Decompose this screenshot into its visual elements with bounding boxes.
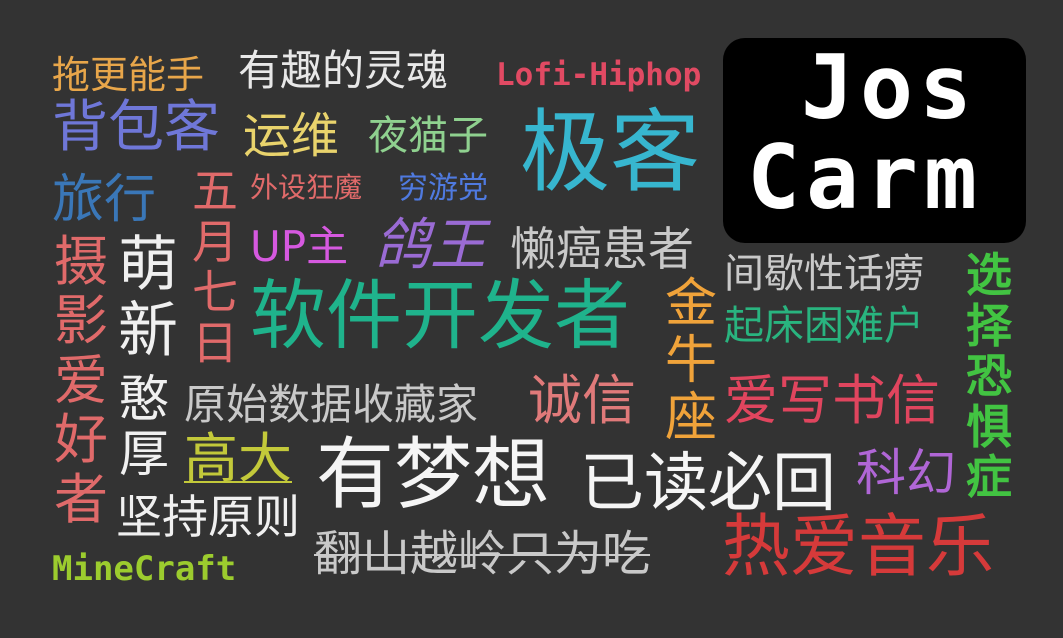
tag-ruanjian-kaifazhe: 软件开发者 — [250, 271, 630, 360]
tag-gaoda: 高大 — [184, 427, 292, 490]
tag-minecraft: MineCraft — [52, 549, 237, 589]
tag-fanshan-yueling: 翻山越岭只为吃 — [314, 526, 651, 582]
tag-wuyueqiri: 五月七日 — [192, 164, 238, 370]
tag-yunwei: 运维 — [243, 108, 340, 164]
tag-jianxiexing-hualao: 间歇性话痨 — [724, 251, 924, 297]
tag-yemaozi: 夜猫子 — [368, 113, 488, 159]
tag-aixie-shuxin: 爱写书信 — [724, 369, 940, 432]
logo-line-jos: Jos — [801, 36, 978, 139]
tag-reai-yinyue: 热爱音乐 — [722, 508, 995, 587]
tag-sheying-aihaozhe: 摄影爱好者 — [54, 230, 108, 531]
tag-lvxing: 旅行 — [52, 170, 157, 230]
logo-badge: Jos Carm — [723, 38, 1026, 243]
tag-waishe-kuangmo: 外设狂魔 — [250, 171, 363, 204]
tag-kehuan: 科幻 — [856, 444, 956, 502]
tag-chengxin: 诚信 — [528, 369, 636, 432]
tag-jinniuzuo: 金牛座 — [664, 274, 717, 449]
tag-yuanshi-shuju: 原始数据收藏家 — [184, 380, 479, 429]
tag-jike: 极客 — [520, 100, 700, 205]
tag-youqu-linghun: 有趣的灵魂 — [238, 46, 449, 95]
tag-gewang: 鸽王 — [374, 213, 486, 278]
tag-tuogeng: 拖更能手 — [52, 53, 205, 97]
tag-mengxin: 萌新 — [118, 230, 178, 366]
tag-jianchi-yuanze: 坚持原则 — [116, 490, 300, 544]
tag-qiongyoudang: 穷游党 — [398, 171, 488, 206]
tag-beibaoke: 背包客 — [52, 95, 220, 160]
tag-lofi-hiphop: Lofi-Hiphop — [496, 57, 702, 93]
tag-lanai-huanzhe: 懒癌患者 — [510, 222, 694, 276]
logo-line-carm: Carm — [747, 126, 983, 229]
tag-hanhou: 憨厚 — [119, 370, 169, 483]
tag-qichuang-kunnanhu: 起床困难户 — [724, 303, 924, 349]
tag-xuanze-kongjuzheng: 选择恐惧症 — [966, 248, 1012, 505]
tag-you-mengxiang: 有梦想 — [316, 430, 551, 520]
tag-yidu-bihui: 已读必回 — [580, 447, 836, 521]
tag-up-zhu: UP主 — [250, 222, 349, 271]
